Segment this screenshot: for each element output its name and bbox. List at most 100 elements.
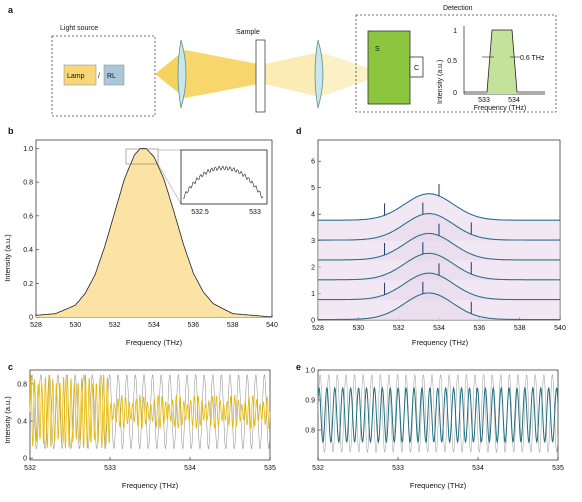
zoom-region <box>125 148 159 165</box>
filter-inset: Intensity (a.u.) 0.6 THz 1 0.5 0 533 534… <box>437 26 545 112</box>
panel-d-ytick-label: 1 <box>311 291 315 298</box>
panel-a: a Light source Lamp / RL Sample Detectio… <box>8 5 557 117</box>
camera-box <box>409 56 424 78</box>
lamp-box <box>63 64 97 86</box>
panel-d-spectrum <box>318 213 560 241</box>
panel-c-ytick-label: 0.4 <box>17 419 27 426</box>
panel-b-xlabel: Frequency (THz) <box>126 338 183 347</box>
filter-inset-ytick-05: 0.5 <box>447 58 457 65</box>
panel-e-ytick-label: 0.9 <box>305 398 315 405</box>
panel-b-ytick-label: 1.0 <box>23 146 33 153</box>
zoom-connector-bottom <box>157 163 182 205</box>
filter-inset-ytick-1: 1 <box>453 28 457 35</box>
panel-c-xtick-label: 534 <box>184 465 196 472</box>
zoom-inset-frame <box>180 149 268 205</box>
lens-2 <box>314 39 324 109</box>
panel-c-ylabel: Intensity (a.u.) <box>3 396 12 444</box>
panel-b-xtick-label: 540 <box>266 322 278 329</box>
panel-b-xtick-label: 534 <box>148 322 160 329</box>
panel-c-label: c <box>8 362 13 372</box>
panel-e-xtick-label: 535 <box>552 465 564 472</box>
panel-b-xtick-label: 538 <box>227 322 239 329</box>
lamp-label: Lamp <box>67 73 85 80</box>
rl-box <box>103 64 125 86</box>
panel-d-ytick-label: 6 <box>311 159 315 166</box>
panel-b-xtick-label: 536 <box>187 322 199 329</box>
panel-b-ytick-label: 0.2 <box>23 281 33 288</box>
panel-b-plot: 528 530 532 534 536 538 540 0 0.2 0.4 0.6 0.8 1.0 <box>23 146 278 329</box>
panel-c-xtick-label: 533 <box>104 465 116 472</box>
filter-inset-ylabel: Intensity (a.u.) <box>437 60 444 104</box>
panel-e-frame <box>317 369 559 461</box>
panel-d-ytick-label: 5 <box>311 185 315 192</box>
filter-passband-line <box>464 29 545 93</box>
zoom-inset-xtick-533: 533 <box>249 209 261 216</box>
panel-b: b Intensity (a.u.) 528 530 532 534 536 538 540… <box>3 126 278 347</box>
sample-plate <box>255 39 266 113</box>
panel-e-label: e <box>296 362 301 372</box>
panel-d-xlabel: Frequency (THz) <box>412 338 469 347</box>
panel-e-xtick-label: 534 <box>472 465 484 472</box>
filter-inset-xtick-534: 534 <box>508 97 520 104</box>
panel-e-series-teal <box>317 386 559 444</box>
panel-d-xtick-label: 536 <box>473 325 485 332</box>
filter-passband-fill <box>487 30 517 94</box>
panel-a-label: a <box>8 5 14 15</box>
panel-e-xlabel: Frequency (THz) <box>410 481 467 490</box>
panel-d-xtick-label: 534 <box>433 325 445 332</box>
panel-d-xtick-label: 538 <box>514 325 526 332</box>
panel-b-ytick-label: 0.4 <box>23 247 33 254</box>
slash-label: / <box>98 73 100 80</box>
beam-after-sample <box>265 52 320 97</box>
filter-inset-xlabel: Frequency (THz) <box>474 105 527 112</box>
panel-d-fill <box>318 293 560 320</box>
panel-d-label: d <box>296 126 302 136</box>
beam-converging <box>185 50 258 98</box>
lens-1 <box>177 39 187 109</box>
zoom-inset-curve <box>182 165 264 199</box>
detection-box <box>355 14 557 113</box>
camera-label: C <box>414 65 419 72</box>
panel-d-ytick-label: 4 <box>311 212 315 219</box>
panel-c-series-grey <box>29 373 271 450</box>
panel-b-fill <box>36 148 272 317</box>
panel-e-ytick-label: 1.0 <box>305 368 315 375</box>
panel-e-series-grey <box>317 374 559 454</box>
panel-c-ytick-label: 0.8 <box>17 381 27 388</box>
panel-d-ytick-label: 2 <box>311 265 315 272</box>
panel-b-ytick-label: 0.6 <box>23 213 33 220</box>
light-source-box <box>51 35 156 117</box>
panel-d-ytick-label: 3 <box>311 238 315 245</box>
panel-d: d 528 530 532 534 536 538 540 0 1 2 3 4 5 6 Frequency… <box>296 126 566 347</box>
zoom-inset-xtick-5325: 532.5 <box>191 209 209 216</box>
panel-d-spectrum <box>318 252 560 281</box>
panel-d-xtick-label: 530 <box>352 325 364 332</box>
panel-b-ytick-label: 0 <box>29 315 33 322</box>
panel-c: c Intensity (a.u.) 532 533 534 535 0 0.4 0.8 F… <box>3 362 276 490</box>
panel-e-plot: 532 533 534 535 0.8 0.9 1.0 <box>305 368 564 473</box>
panel-c-plot: 532 533 534 535 0 0.4 0.8 <box>17 373 276 472</box>
panel-e-xtick-label: 533 <box>392 465 404 472</box>
rl-label: RL <box>107 73 116 80</box>
sample-label: Sample <box>236 29 260 36</box>
filter-inset-xtick-533: 533 <box>478 97 490 104</box>
spectrometer-label: S <box>375 46 380 53</box>
spectrometer-box <box>367 30 411 105</box>
light-source-title: Light source <box>60 25 98 32</box>
panel-e-xtick-label: 532 <box>312 465 324 472</box>
beam-to-detector <box>320 52 368 97</box>
panel-c-series-yellow <box>29 374 271 449</box>
panel-d-ytick-label: 0 <box>311 318 315 325</box>
panel-b-label: b <box>8 126 14 136</box>
filter-inset-ytick-0: 0 <box>453 90 457 97</box>
panel-c-xtick-label: 535 <box>264 465 276 472</box>
panel-b-line <box>35 148 273 318</box>
detection-title: Detection <box>443 5 473 12</box>
panel-b-xtick-label: 530 <box>69 322 81 329</box>
panel-d-xtick-label: 540 <box>554 325 566 332</box>
panel-c-xtick-label: 532 <box>24 465 36 472</box>
panel-b-ytick-label: 0.8 <box>23 180 33 187</box>
beam-diverging <box>155 50 185 98</box>
panel-d-spectrum <box>318 292 560 321</box>
